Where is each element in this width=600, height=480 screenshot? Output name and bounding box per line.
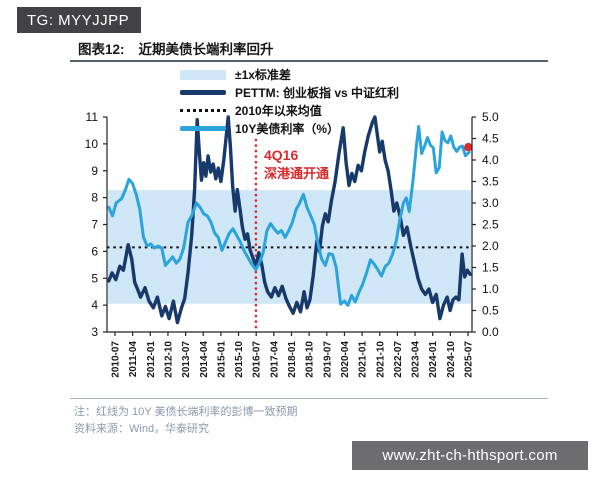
- legend-item-mean: 2010年以来均值: [180, 104, 399, 118]
- figure-title: 近期美债长端利率回升: [138, 42, 274, 57]
- x-axis-label: 2012-01: [146, 341, 157, 378]
- chart-header: 图表12: 近期美债长端利率回升: [78, 38, 274, 58]
- right-axis-label: 4.5: [482, 132, 499, 146]
- x-axis-label: 2017-04: [269, 341, 280, 378]
- legend-item-pettm: PETTM: 创业板指 vs 中证红利: [180, 86, 400, 100]
- left-axis-label: 4: [91, 298, 98, 312]
- annotation-line-2: 深港通开通: [264, 165, 330, 181]
- left-axis-label: 10: [85, 137, 99, 151]
- x-axis-label: 2011-04: [128, 341, 139, 378]
- x-axis-label: 2025-07: [464, 341, 475, 378]
- navy-line-swatch-icon: [180, 90, 226, 95]
- event-annotation: 4Q16 深港通开通: [264, 146, 329, 182]
- x-axis-label: 2018-10: [305, 341, 316, 378]
- left-axis-label: 9: [91, 164, 98, 178]
- right-axis-label: 0.5: [482, 304, 499, 318]
- left-axis-label: 8: [91, 191, 98, 205]
- right-axis-label: 5.0: [482, 110, 499, 124]
- right-axis-label: 2.0: [482, 239, 499, 253]
- right-axis-label: 4.0: [482, 153, 499, 167]
- legend-label-pettm: PETTM: 创业板指 vs 中证红利: [235, 86, 400, 100]
- title-underline: [70, 60, 548, 62]
- x-axis-label: 2021-10: [375, 341, 386, 378]
- watermark-text: www.zht-ch-hthsport.com: [382, 447, 558, 464]
- legend-label-mean: 2010年以来均值: [235, 104, 322, 118]
- x-axis-label: 2022-07: [393, 341, 404, 378]
- notes-separator: [70, 398, 548, 399]
- legend-item-us10y: 10Y美债利率（%）: [180, 122, 399, 136]
- band-swatch-icon: [180, 69, 226, 80]
- chart-legend: ±1x标准差 PETTM: 创业板指 vs 中证红利 2010年以来均值 10Y…: [180, 68, 400, 136]
- x-axis-label: 2010-07: [111, 341, 122, 378]
- forecast-red-dot: [464, 142, 473, 152]
- right-axis-label: 2.5: [482, 218, 499, 232]
- x-axis-label: 2024-10: [446, 341, 457, 378]
- x-axis-label: 2015-01: [216, 341, 227, 378]
- x-axis-label: 2021-01: [358, 341, 369, 378]
- x-axis-label: 2014-04: [199, 341, 210, 378]
- left-axis-label: 3: [91, 325, 98, 339]
- right-axis-label: 3.0: [482, 196, 499, 210]
- right-axis-label: 0.0: [482, 325, 499, 339]
- dotted-line-swatch-icon: [180, 109, 226, 112]
- left-axis-label: 5: [91, 271, 98, 285]
- legend-label-std-band: ±1x标准差: [235, 68, 291, 82]
- series-line-0: [107, 115, 472, 325]
- figure-number-label: 图表12:: [78, 42, 125, 57]
- annotation-line-1: 4Q16: [264, 147, 299, 163]
- x-axis-label: 2015-10: [234, 341, 245, 378]
- series-line-1: [107, 125, 471, 307]
- legend-item-std-band: ±1x标准差: [180, 68, 399, 82]
- left-axis-label: 6: [91, 244, 98, 258]
- tg-badge-text: TG: MYYJJPP: [27, 11, 130, 29]
- x-axis-label: 2012-10: [163, 341, 174, 378]
- right-axis-label: 3.5: [482, 175, 499, 189]
- blue-line-swatch-icon: [180, 126, 226, 131]
- left-axis-label: 7: [91, 218, 98, 232]
- x-axis-label: 2016-07: [252, 341, 263, 378]
- x-axis-label: 2019-07: [322, 341, 333, 378]
- x-axis-label: 2024-01: [428, 341, 439, 378]
- x-axis-label: 2013-07: [181, 341, 192, 378]
- x-axis-label: 2018-01: [287, 341, 298, 378]
- right-axis-label: 1.5: [482, 261, 499, 275]
- legend-label-us10y: 10Y美债利率（%）: [235, 122, 340, 136]
- left-axis-label: 11: [86, 110, 99, 124]
- note-line-1: 注：红线为 10Y 美债长端利率的彭博一致预期: [74, 406, 298, 418]
- watermark-badge: www.zht-ch-hthsport.com: [352, 441, 588, 470]
- x-axis-label: 2023-04: [411, 341, 422, 378]
- tg-badge: TG: MYYJJPP: [17, 7, 141, 33]
- x-axis-label: 2020-04: [340, 341, 351, 378]
- note-line-2: 资料来源：Wind，华泰研究: [74, 423, 210, 435]
- right-axis-label: 1.0: [482, 282, 499, 296]
